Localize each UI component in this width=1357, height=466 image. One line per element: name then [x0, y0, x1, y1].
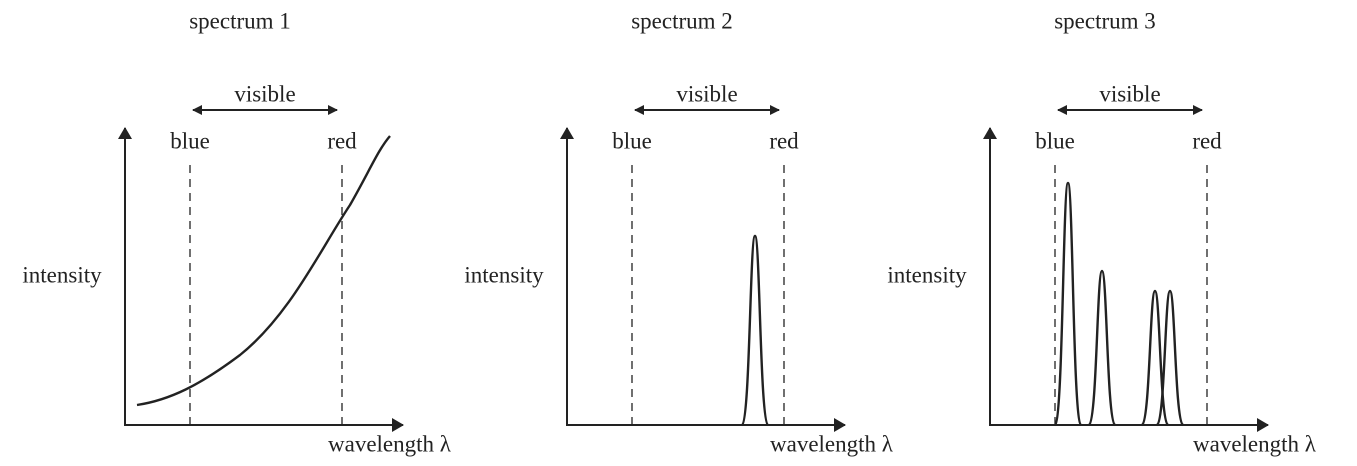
- panel-title: spectrum 3: [1054, 8, 1156, 33]
- panel-title: spectrum 2: [631, 8, 733, 33]
- blue-label: blue: [1035, 128, 1075, 153]
- spectrum-curve: [740, 234, 770, 427]
- spectrum-panel: spectrum 2 visible blue red intensity wavelen…: [464, 8, 893, 456]
- red-label: red: [1192, 128, 1222, 153]
- x-axis-label: wavelength λ: [328, 431, 452, 456]
- y-axis-label: intensity: [22, 262, 102, 287]
- visible-label: visible: [1099, 81, 1160, 106]
- y-axis-label: intensity: [887, 262, 967, 287]
- y-axis-label: intensity: [464, 262, 544, 287]
- spectrum-curve: [1087, 269, 1117, 427]
- panel-title: spectrum 1: [189, 8, 291, 33]
- blue-label: blue: [612, 128, 652, 153]
- spectrum-curve: [1155, 289, 1185, 427]
- spectrum-curve: [1053, 181, 1083, 427]
- red-label: red: [769, 128, 799, 153]
- blue-label: blue: [170, 128, 210, 153]
- visible-label: visible: [234, 81, 295, 106]
- spectrum-curve: [136, 135, 391, 407]
- x-axis-label: wavelength λ: [770, 431, 894, 456]
- x-axis-label: wavelength λ: [1193, 431, 1317, 456]
- red-label: red: [327, 128, 357, 153]
- spectrum-panel: spectrum 1 visible blue red intensity wavelen…: [22, 8, 451, 456]
- spectrum-panel: spectrum 3 visible blue red intensity wavelen…: [887, 8, 1316, 456]
- visible-label: visible: [676, 81, 737, 106]
